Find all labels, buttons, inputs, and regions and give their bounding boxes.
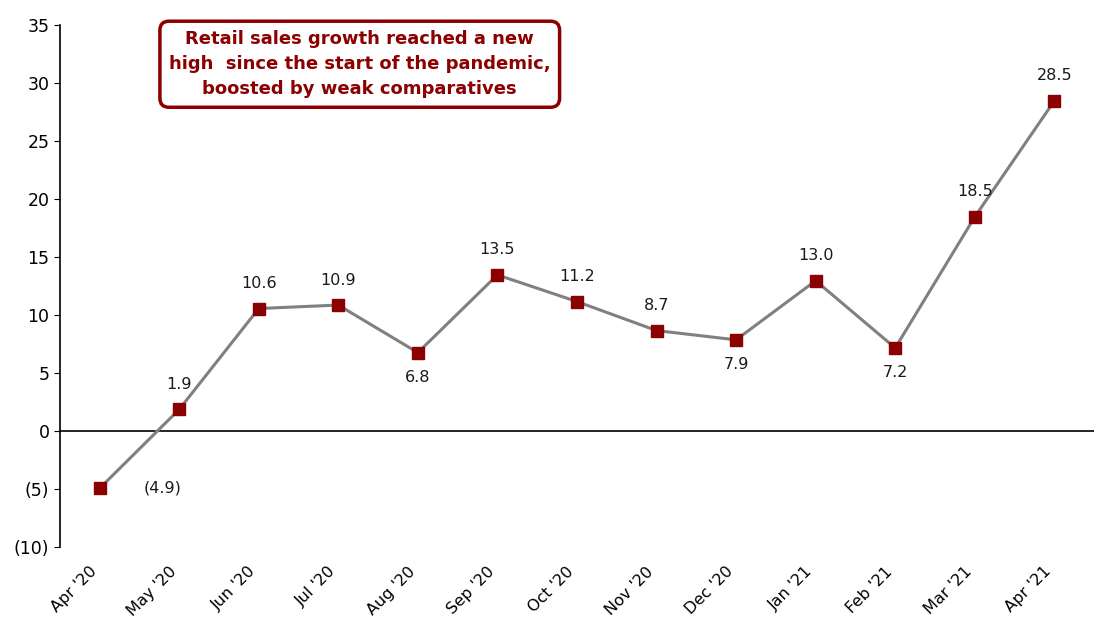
- Text: 13.5: 13.5: [480, 242, 515, 258]
- Text: (4.9): (4.9): [143, 481, 182, 496]
- Text: 6.8: 6.8: [406, 370, 431, 385]
- Text: 1.9: 1.9: [166, 377, 192, 392]
- Text: 7.9: 7.9: [724, 357, 749, 372]
- Text: 7.2: 7.2: [882, 365, 907, 380]
- Text: 28.5: 28.5: [1036, 68, 1073, 84]
- Text: 10.6: 10.6: [240, 276, 277, 291]
- Text: 8.7: 8.7: [644, 298, 669, 313]
- Text: 11.2: 11.2: [560, 269, 595, 284]
- Text: 18.5: 18.5: [957, 184, 993, 199]
- Text: 13.0: 13.0: [798, 248, 833, 263]
- Text: Retail sales growth reached a new
high  since the start of the pandemic,
boosted: Retail sales growth reached a new high s…: [168, 30, 551, 98]
- Text: 10.9: 10.9: [320, 273, 356, 287]
